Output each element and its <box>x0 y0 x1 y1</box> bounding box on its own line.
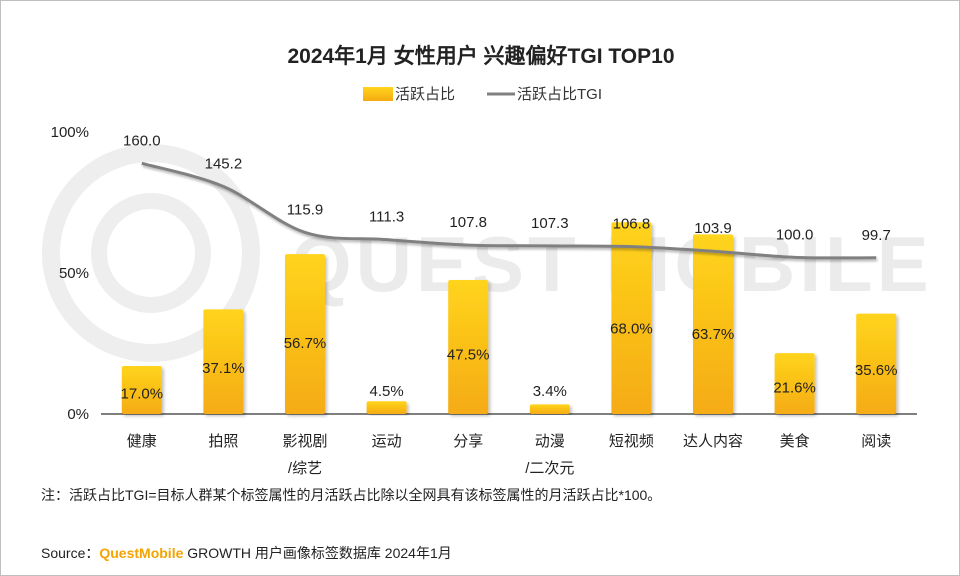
bar-value-label: 4.5% <box>369 383 403 400</box>
legend-swatch-bar <box>363 87 393 101</box>
legend-label-bar: 活跃占比 <box>395 86 455 103</box>
bars: 17.0% 37.1% 56.7% 4.5% 47.5% 3.4% 68.0% 63.7% 21… <box>121 222 898 414</box>
watermark-ring <box>42 144 260 362</box>
chart-title: 2024年1月 女性用户 兴趣偏好TGI TOP10 <box>287 44 674 68</box>
x-tick-label: 短视频 <box>609 433 654 450</box>
y-tick-label: 100% <box>51 124 89 141</box>
tgi-value-label: 106.8 <box>613 216 651 233</box>
watermark-text: QUEST MOBILE <box>291 220 933 308</box>
source-rest: GROWTH 用户画像标签数据库 2024年1月 <box>183 545 451 561</box>
legend: 活跃占比 活跃占比TGI <box>363 86 602 103</box>
bar-value-label: 21.6% <box>773 380 816 397</box>
tgi-value-label: 103.9 <box>694 220 732 237</box>
tgi-line-group: 160.0 145.2 115.9 111.3 107.8 107.3 106.8 103.9… <box>123 132 891 260</box>
bar-value-label: 35.6% <box>855 362 898 379</box>
bar <box>285 254 325 414</box>
source-line: Source：QuestMobile GROWTH 用户画像标签数据库 2024… <box>41 545 452 561</box>
bar-value-label: 47.5% <box>447 347 490 364</box>
y-tick-label: 0% <box>67 406 89 423</box>
bar <box>611 222 652 414</box>
bar <box>529 404 570 414</box>
x-tick-label: /综艺 <box>288 460 322 477</box>
x-axis-ticks: 健康 拍照 影视剧/综艺 运动 分享 动漫/二次元 短视频 达人内容 美食 阅读 <box>127 433 891 477</box>
x-tick-label: 阅读 <box>861 433 891 450</box>
x-tick-label: 动漫 <box>535 433 565 450</box>
bar-value-label: 68.0% <box>610 321 653 338</box>
tgi-value-label: 107.3 <box>531 215 569 232</box>
bar <box>856 313 897 414</box>
tgi-value-label: 107.8 <box>449 214 487 231</box>
bar <box>121 366 162 414</box>
tgi-value-label: 111.3 <box>369 209 404 226</box>
source-prefix: Source： <box>41 545 99 561</box>
x-tick-label: 美食 <box>780 433 810 450</box>
tgi-value-label: 145.2 <box>205 156 243 173</box>
tgi-value-label: 100.0 <box>776 226 814 243</box>
footnote: 注：活跃占比TGI=目标人群某个标签属性的月活跃占比除以全网具有该标签属性的月活… <box>41 487 661 503</box>
legend-label-line: 活跃占比TGI <box>517 86 602 103</box>
tgi-value-label: 160.0 <box>123 132 161 149</box>
bar-value-label: 56.7% <box>284 335 327 352</box>
bar <box>203 309 244 414</box>
x-tick-label: /二次元 <box>525 460 574 477</box>
bar-value-label: 63.7% <box>692 326 735 343</box>
source-brand: QuestMobile <box>99 545 183 561</box>
bar-value-label: 17.0% <box>121 385 164 402</box>
bar-value-label: 37.1% <box>202 360 245 377</box>
x-tick-label: 运动 <box>372 433 402 450</box>
bar <box>366 401 407 414</box>
watermark: QUEST MOBILE <box>42 144 933 362</box>
bar <box>448 280 489 414</box>
y-tick-label: 50% <box>59 265 89 282</box>
bar <box>693 234 733 414</box>
x-tick-label: 分享 <box>453 433 483 450</box>
x-tick-label: 达人内容 <box>683 433 743 450</box>
y-axis-ticks: 100% 50% 0% <box>51 124 89 423</box>
bar <box>774 353 815 414</box>
watermark-ring-inner <box>91 193 211 313</box>
tgi-value-label: 115.9 <box>287 201 323 218</box>
x-tick-label: 影视剧 <box>282 433 327 450</box>
tgi-line <box>141 161 877 260</box>
x-tick-label: 拍照 <box>208 433 238 450</box>
tgi-value-label: 99.7 <box>862 227 891 244</box>
x-tick-label: 健康 <box>127 433 157 450</box>
bar-value-label: 3.4% <box>533 383 567 400</box>
